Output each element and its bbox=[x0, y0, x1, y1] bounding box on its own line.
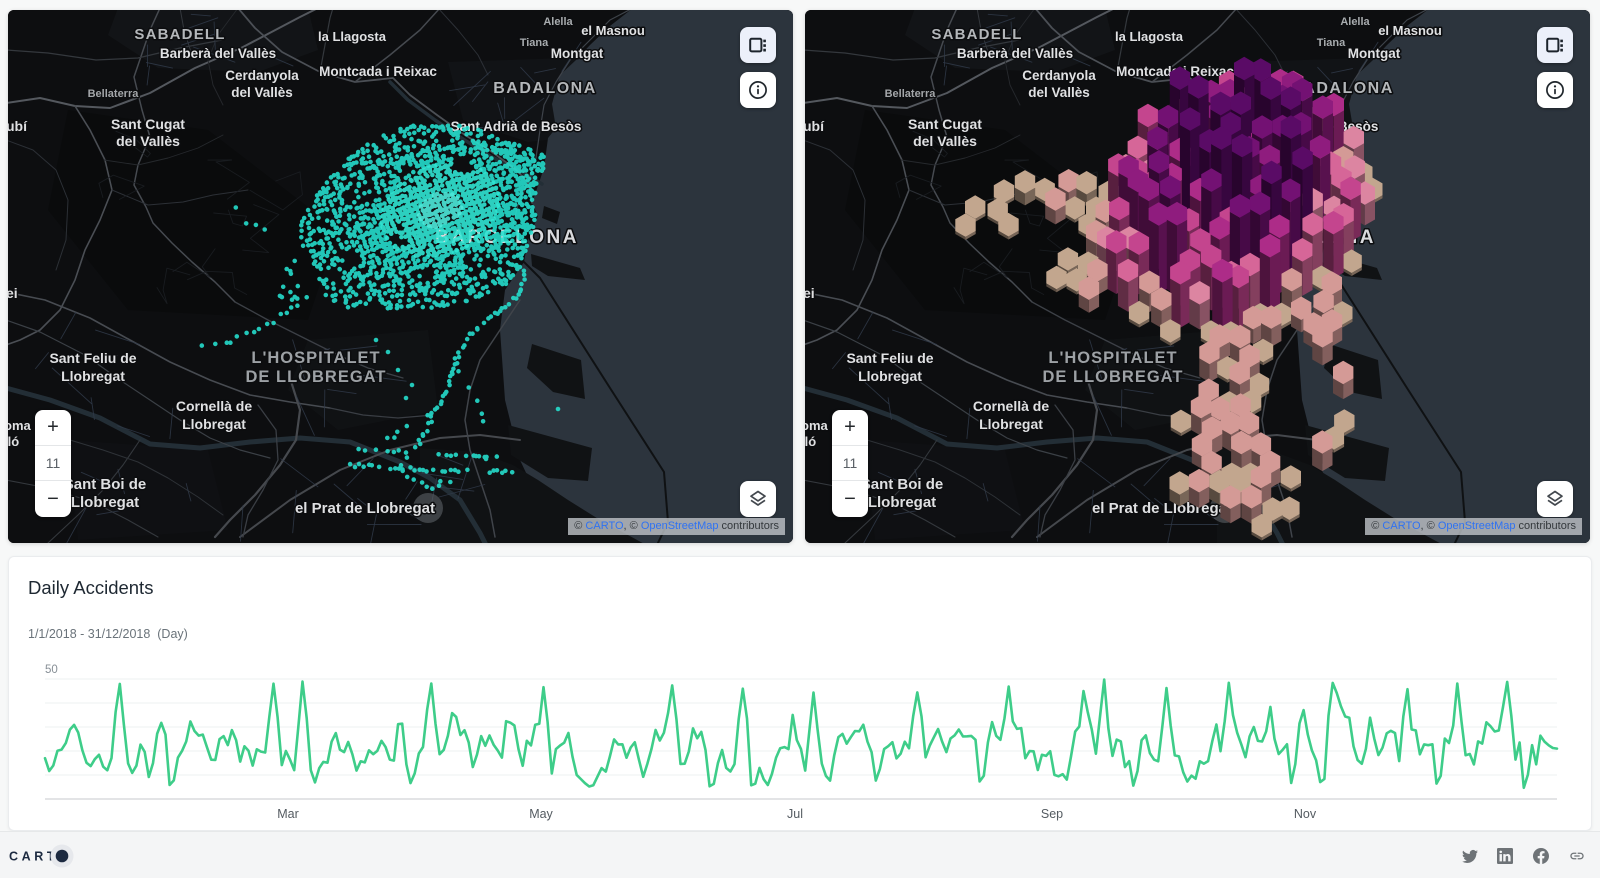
svg-text:Daily Accidents: Daily Accidents bbox=[28, 577, 153, 598]
svg-text:Mar: Mar bbox=[277, 807, 299, 821]
svg-text:Nov: Nov bbox=[1294, 807, 1317, 821]
svg-text:1/1/2018 - 31/12/2018 (Day): 1/1/2018 - 31/12/2018 (Day) bbox=[28, 627, 188, 641]
svg-text:Jul: Jul bbox=[787, 807, 803, 821]
svg-text:50: 50 bbox=[45, 664, 58, 676]
svg-text:Sep: Sep bbox=[1041, 807, 1063, 821]
svg-text:May: May bbox=[529, 807, 553, 821]
svg-text:CART: CART bbox=[9, 849, 58, 863]
